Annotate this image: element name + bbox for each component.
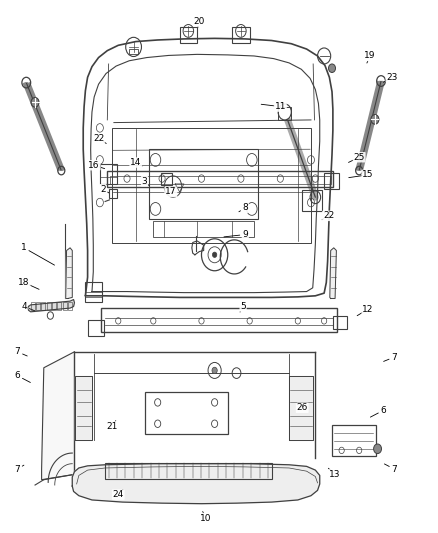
Text: 8: 8 <box>242 204 248 212</box>
Text: 6: 6 <box>380 406 386 415</box>
Polygon shape <box>42 352 74 480</box>
Text: 5: 5 <box>240 302 246 311</box>
Bar <box>232 27 250 43</box>
Text: 14: 14 <box>130 158 141 167</box>
Circle shape <box>212 252 217 257</box>
Text: 7: 7 <box>14 465 21 473</box>
Text: 4: 4 <box>21 302 27 311</box>
Bar <box>105 463 272 479</box>
Circle shape <box>328 64 336 72</box>
Bar <box>278 107 291 120</box>
Text: 15: 15 <box>362 171 374 179</box>
Text: 19: 19 <box>364 52 376 60</box>
Bar <box>109 189 117 198</box>
Text: 9: 9 <box>242 230 248 239</box>
Text: 16: 16 <box>88 161 100 169</box>
Bar <box>149 149 258 219</box>
Text: 20: 20 <box>194 17 205 26</box>
Bar <box>180 27 197 43</box>
Bar <box>88 320 104 336</box>
Bar <box>333 316 347 329</box>
Bar <box>112 128 311 243</box>
Text: 3: 3 <box>141 177 148 185</box>
Bar <box>101 308 337 332</box>
Bar <box>85 282 102 302</box>
Bar <box>57 302 61 310</box>
Text: 13: 13 <box>329 470 341 479</box>
Circle shape <box>31 98 39 107</box>
Bar <box>52 302 56 310</box>
Circle shape <box>278 104 291 120</box>
Text: 24: 24 <box>113 490 124 499</box>
Text: 7: 7 <box>391 465 397 473</box>
Bar <box>129 49 138 54</box>
Bar <box>145 392 228 434</box>
Text: 11: 11 <box>275 102 286 111</box>
Text: 10: 10 <box>200 514 212 522</box>
Circle shape <box>371 115 379 124</box>
Text: 23: 23 <box>386 73 398 82</box>
Polygon shape <box>72 464 320 504</box>
Bar <box>36 302 40 310</box>
Polygon shape <box>330 248 336 298</box>
Bar <box>63 302 67 310</box>
Bar <box>161 173 172 185</box>
Text: 7: 7 <box>391 353 397 361</box>
Text: 18: 18 <box>18 278 30 287</box>
Bar <box>41 302 45 310</box>
Bar <box>107 171 333 187</box>
Bar <box>31 302 35 310</box>
Text: 22: 22 <box>323 212 334 220</box>
Polygon shape <box>66 248 72 298</box>
Text: 26: 26 <box>297 403 308 412</box>
Text: 21: 21 <box>106 422 117 431</box>
Text: 22: 22 <box>93 134 104 143</box>
Bar <box>100 164 117 184</box>
Text: 12: 12 <box>362 305 374 313</box>
Polygon shape <box>75 376 92 440</box>
Text: 17: 17 <box>165 188 177 196</box>
Circle shape <box>212 367 217 374</box>
Text: 25: 25 <box>353 153 365 161</box>
Bar <box>68 302 72 310</box>
Bar <box>153 221 254 237</box>
Text: 1: 1 <box>21 244 27 252</box>
Bar <box>110 176 331 184</box>
Bar <box>324 173 339 189</box>
Circle shape <box>374 444 381 454</box>
Bar <box>332 425 376 456</box>
Text: 7: 7 <box>14 348 21 356</box>
Text: 2: 2 <box>100 185 106 193</box>
Polygon shape <box>289 376 313 440</box>
Polygon shape <box>28 300 74 312</box>
Bar <box>46 302 50 310</box>
Bar <box>302 190 322 211</box>
Text: 6: 6 <box>14 372 21 380</box>
